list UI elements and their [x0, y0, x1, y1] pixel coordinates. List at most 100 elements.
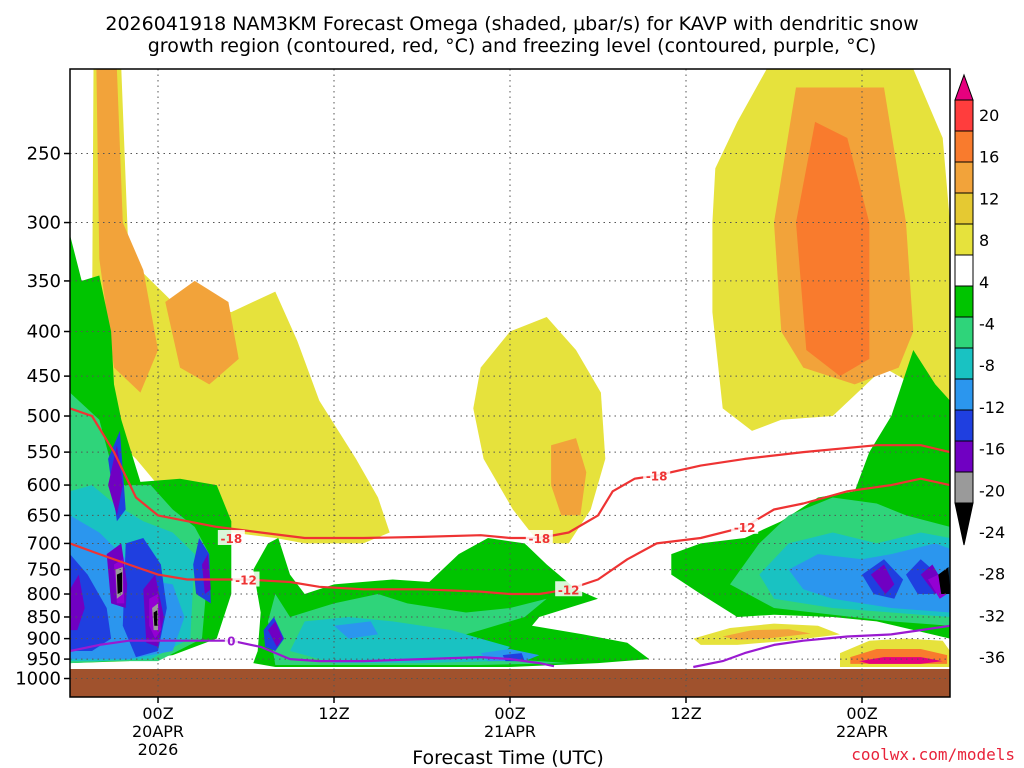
colorbar-cell-9: [954, 347, 974, 380]
colorbar-cell-11: [954, 409, 974, 442]
omega-region-neg24-40: [870, 564, 895, 594]
colorbar-bottom-arrow: [954, 502, 974, 546]
omega-region-12-7: [796, 121, 870, 377]
x-tick-label-3-0: 12Z: [670, 704, 701, 723]
y-tick-label-1000: 1000: [15, 669, 61, 690]
y-tick-label-750: 750: [27, 560, 61, 581]
y-tick-label-900: 900: [27, 629, 61, 650]
y-tick-label-550: 550: [27, 442, 61, 463]
ground-surface: [70, 669, 950, 697]
dgz-contour-label-0c-bg: [643, 467, 671, 483]
omega-shading: [70, 69, 950, 667]
omega-region-8-4: [551, 438, 587, 516]
colorbar-cell-4: [954, 192, 974, 225]
y-tick-label-600: 600: [27, 475, 61, 496]
y-tick-label-800: 800: [27, 584, 61, 605]
y-tick-label-850: 850: [27, 607, 61, 628]
dgz-contour-neg12: [70, 477, 950, 596]
credit-text: coolwx.com/models: [851, 745, 1015, 764]
y-tick-label-700: 700: [27, 533, 61, 554]
x-axis-label: Forecast Time (UTC): [412, 747, 603, 768]
dgz-contour-label-1c: -12: [734, 521, 756, 535]
chart-title-line-2: growth region (contoured, red, °C) and f…: [148, 35, 877, 57]
y-tick-label-250: 250: [27, 144, 61, 165]
freezing-level-contour-1: [693, 624, 950, 669]
colorbar-label-neg8: -8: [979, 356, 995, 375]
y-tick-label-450: 450: [27, 366, 61, 387]
dgz-contour-label-1b: -12: [558, 583, 580, 597]
dgz-contour-label-1a: -12: [235, 574, 257, 588]
colorbar-label-neg36: -36: [979, 648, 1005, 667]
dgz-contour-label-1c-bg: [731, 518, 759, 534]
colorbar-label-12: 12: [979, 189, 999, 208]
y-axis: 2503003504004505005506006507007508008509…: [15, 144, 70, 690]
y-tick-label-400: 400: [27, 322, 61, 343]
dgz-contour-label-0c: -18: [646, 469, 668, 483]
x-tick-label-0-2: 2026: [138, 740, 179, 759]
colorbar-label-4: 4: [979, 273, 989, 292]
y-tick-label-650: 650: [27, 505, 61, 526]
contour-labels: -18 -18 -18 -12 -12 -12 0: [217, 467, 759, 649]
temperature-contours: [70, 407, 950, 669]
omega-region-8-2: [165, 280, 239, 385]
colorbar-cell-12: [954, 440, 974, 473]
colorbar-label-neg4: -4: [979, 315, 995, 334]
y-tick-label-350: 350: [27, 271, 61, 292]
y-tick-label-300: 300: [27, 213, 61, 234]
x-tick-label-0-1: 20APR: [132, 722, 184, 741]
chart-title-line-1: 2026041918 NAM3KM Forecast Omega (shaded…: [105, 13, 918, 35]
omega-region-neg24-38: [202, 554, 211, 594]
dgz-contour-label-0a: -18: [220, 532, 242, 546]
omega-region-neg36-49: [938, 567, 950, 594]
colorbar-cell-8: [954, 316, 974, 349]
colorbar-label-neg28: -28: [979, 565, 1005, 584]
colorbar-label-16: 16: [979, 148, 999, 167]
x-tick-label-2-1: 21APR: [484, 722, 536, 741]
colorbar-label-neg24: -24: [979, 523, 1005, 542]
dgz-contour-label-1b-bg: [555, 581, 583, 597]
omega-region-8-1: [96, 69, 158, 393]
x-tick-label-0-0: 00Z: [142, 704, 173, 723]
dgz-contour-label-0b-bg: [525, 529, 553, 545]
colorbar-label-20: 20: [979, 106, 999, 125]
omega-region-4-0: [92, 69, 390, 544]
colorbar-top-arrow: [954, 73, 974, 101]
x-tick-label-4-0: 00Z: [846, 704, 877, 723]
colorbar-label-neg32: -32: [979, 606, 1005, 625]
colorbar-label-neg20: -20: [979, 481, 1005, 500]
dgz-contour-label-1a-bg: [232, 571, 260, 587]
x-tick-label-1-0: 12Z: [318, 704, 349, 723]
dgz-contour-label-0b: -18: [528, 532, 550, 546]
colorbar-label-neg16: -16: [979, 440, 1005, 459]
colorbar-cell-1: [954, 99, 974, 132]
omega-region-neg24-37: [70, 574, 85, 631]
freezing-level-contour-0: [70, 639, 555, 668]
omega-region-neg36-47: [116, 572, 123, 594]
omega-region-neg16-23: [334, 621, 378, 639]
colorbar-cell-3: [954, 161, 974, 194]
colorbar: 20 16 12 8 4 -4 -8 -12 -16 -20 -24 -28 -32 -36: [954, 73, 1005, 667]
colorbar-cell-7: [954, 285, 974, 318]
colorbar-label-neg12: -12: [979, 398, 1005, 417]
omega-region-8-9: [722, 629, 811, 640]
freezing-level-label-bg: [224, 632, 238, 648]
x-tick-label-4-1: 22APR: [836, 722, 888, 741]
y-tick-label-500: 500: [27, 406, 61, 427]
colorbar-cell-10: [954, 378, 974, 411]
omega-region-neg20-26: [70, 554, 112, 651]
dgz-contour-label-0a-bg: [217, 529, 245, 545]
colorbar-cell-6: [954, 254, 974, 287]
dgz-contour-neg18: [70, 407, 950, 540]
omega-region-neg24-39: [268, 621, 283, 647]
omega-region-neg36-48: [153, 610, 158, 626]
colorbar-cell-5: [954, 223, 974, 256]
colorbar-cell-13: [954, 471, 974, 504]
colorbar-label-8: 8: [979, 231, 989, 250]
y-tick-label-950: 950: [27, 649, 61, 670]
omega-region-20-12: [859, 657, 943, 664]
freezing-level-label: 0: [227, 635, 235, 649]
x-tick-label-2-0: 00Z: [494, 704, 525, 723]
colorbar-cell-2: [954, 130, 974, 163]
